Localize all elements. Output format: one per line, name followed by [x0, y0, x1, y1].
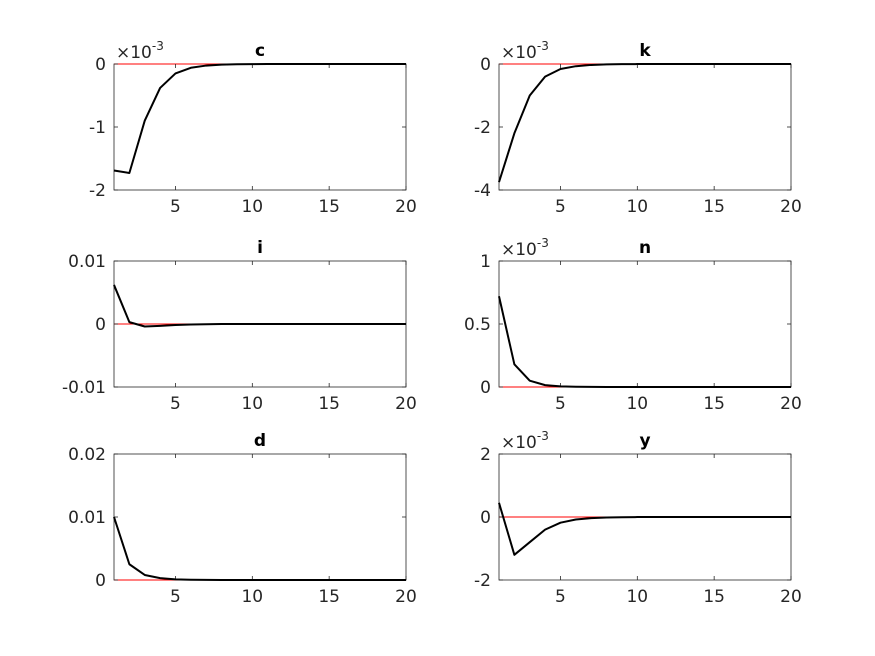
subplot-3-title: n: [639, 238, 651, 258]
subplot-3-xtick-label-0: 5: [555, 394, 566, 414]
subplot-4-axes-frame: [113, 453, 407, 581]
subplot-3-xtick-label-2: 15: [703, 394, 725, 414]
subplot-5-ytick-label-1: 0: [480, 508, 491, 528]
subplot-3-exponent-label: ×10-3: [501, 236, 549, 260]
subplot-0-ytick-label-1: -1: [89, 118, 106, 138]
subplot-4-ytick-label-1: 0.01: [68, 508, 106, 528]
subplot-0-xtick-label-3: 20: [395, 197, 417, 217]
subplot-4-series-line-0: [113, 516, 406, 581]
subplot-1-exponent-label: ×10-3: [501, 39, 549, 63]
subplot-1-axes-frame: [498, 63, 792, 191]
subplot-1-xtick-label-2: 15: [703, 197, 725, 217]
subplot-5-title: y: [639, 431, 650, 451]
subplot-1-title: k: [639, 41, 651, 61]
subplot-2-ytick-label-1: 0: [95, 315, 106, 335]
subplot-0: 5 10 15 20 -2 -1 0 c ×10-3: [89, 39, 417, 217]
subplot-0-axes-frame: [113, 63, 407, 191]
subplot-0-series-line-0: [113, 63, 406, 174]
subplot-2: 5 10 15 20 -0.01 0 0.01 i: [62, 238, 417, 414]
subplot-2-ytick-label-0: -0.01: [62, 378, 106, 398]
subplot-5-xtick-label-2: 15: [703, 587, 725, 607]
subplot-2-xtick-label-3: 20: [395, 394, 417, 414]
subplot-0-exponent-label: ×10-3: [116, 39, 164, 63]
subplot-3: 5 10 15 20 0 0.5 1 n ×10-3: [464, 236, 802, 414]
subplot-1: 5 10 15 20 -4 -2 0 k ×10-3: [474, 39, 802, 217]
subplot-5-exponent-label: ×10-3: [501, 429, 549, 453]
subplot-4-ytick-label-2: 0.02: [68, 445, 106, 465]
subplot-4-xtick-label-3: 20: [395, 587, 417, 607]
subplot-0-xtick-label-1: 10: [241, 197, 263, 217]
subplot-2-xtick-label-1: 10: [241, 394, 263, 414]
subplot-0-ytick-label-2: 0: [95, 55, 106, 75]
subplot-3-ytick-label-2: 1: [480, 252, 491, 272]
subplot-4-title: d: [254, 431, 266, 451]
subplot-1-ytick-label-1: -2: [474, 118, 491, 138]
subplot-0-xtick-label-2: 15: [318, 197, 340, 217]
subplot-1-xtick-label-1: 10: [626, 197, 648, 217]
subplot-5: 5 10 15 20 -2 0 2 y ×10-3: [474, 429, 802, 607]
subplot-1-series-line-0: [498, 63, 791, 183]
subplot-4-xtick-label-2: 15: [318, 587, 340, 607]
subplot-5-xtick-label-3: 20: [780, 587, 802, 607]
subplot-4-ytick-label-0: 0: [95, 571, 106, 591]
subplot-3-xtick-label-3: 20: [780, 394, 802, 414]
subplot-5-ytick-label-2: 2: [480, 445, 491, 465]
subplot-4-xtick-label-0: 5: [170, 587, 181, 607]
subplot-0-ytick-label-0: -2: [89, 181, 106, 201]
subplot-3-series-line-0: [498, 296, 791, 388]
subplot-3-xtick-label-1: 10: [626, 394, 648, 414]
subplot-4: 5 10 15 20 0 0.01 0.02 d: [68, 431, 417, 607]
subplot-2-title: i: [257, 238, 263, 258]
subplot-5-series-line-0: [498, 502, 791, 556]
subplot-1-xtick-label-0: 5: [555, 197, 566, 217]
subplot-5-xtick-label-0: 5: [555, 587, 566, 607]
subplot-1-ytick-label-2: 0: [480, 55, 491, 75]
subplot-5-xtick-label-1: 10: [626, 587, 648, 607]
subplot-1-ytick-label-0: -4: [474, 181, 491, 201]
subplot-4-xtick-label-1: 10: [241, 587, 263, 607]
subplot-2-xtick-label-0: 5: [170, 394, 181, 414]
subplot-3-ytick-label-0: 0: [480, 378, 491, 398]
subplot-0-xtick-label-0: 5: [170, 197, 181, 217]
subplot-0-title: c: [255, 41, 265, 61]
subplot-2-xtick-label-2: 15: [318, 394, 340, 414]
subplot-1-xtick-label-3: 20: [780, 197, 802, 217]
subplot-2-series-line-0: [113, 284, 406, 328]
subplot-3-axes-frame: [498, 260, 792, 388]
subplot-2-ytick-label-2: 0.01: [68, 252, 106, 272]
subplot-3-ytick-label-1: 0.5: [464, 315, 491, 335]
subplot-5-ytick-label-0: -2: [474, 571, 491, 591]
